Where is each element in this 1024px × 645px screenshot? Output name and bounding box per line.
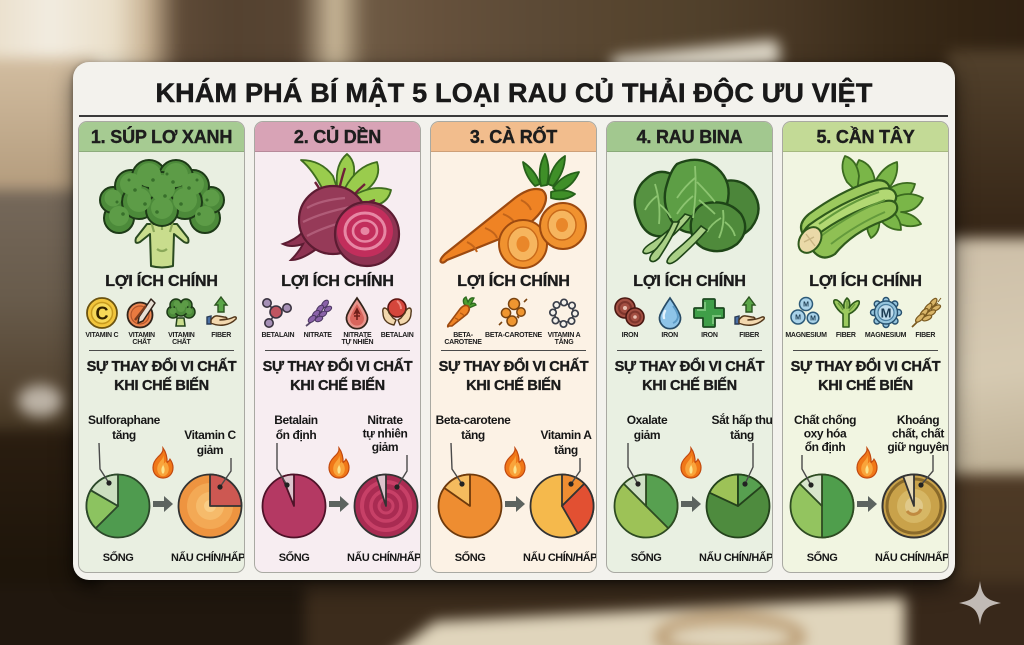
svg-text:Khoáng: Khoáng bbox=[897, 413, 939, 427]
svg-text:M: M bbox=[795, 315, 801, 322]
svg-text:M: M bbox=[880, 306, 891, 321]
svg-text:C: C bbox=[95, 304, 108, 324]
svg-text:SỐNG: SỐNG bbox=[279, 550, 310, 564]
svg-text:tăng: tăng bbox=[461, 428, 485, 442]
svg-text:chất, chất: chất, chất bbox=[892, 427, 944, 441]
svg-text:SỐNG: SỐNG bbox=[807, 550, 838, 564]
svg-text:Vitamin C: Vitamin C bbox=[184, 428, 236, 442]
svg-text:Oxalate: Oxalate bbox=[627, 413, 668, 427]
svg-text:Sắt hấp thu: Sắt hấp thu bbox=[712, 412, 772, 427]
svg-text:NẤU CHÍN/HẤP: NẤU CHÍN/HẤP bbox=[699, 551, 772, 564]
svg-text:SỐNG: SỐNG bbox=[631, 550, 662, 564]
svg-text:giảm: giảm bbox=[634, 428, 660, 442]
svg-text:ổn định: ổn định bbox=[276, 428, 317, 442]
svg-text:Vitamin A: Vitamin A bbox=[540, 428, 592, 442]
svg-text:giảm: giảm bbox=[372, 440, 398, 454]
svg-text:tăng: tăng bbox=[554, 443, 578, 457]
svg-text:tự nhiên: tự nhiên bbox=[363, 427, 408, 441]
svg-text:ổn định: ổn định bbox=[805, 440, 846, 454]
svg-text:SỐNG: SỐNG bbox=[455, 550, 486, 564]
svg-text:M: M bbox=[810, 316, 816, 323]
svg-text:Chất chống: Chất chống bbox=[794, 413, 856, 427]
svg-text:giữ nguyên: giữ nguyên bbox=[887, 440, 948, 454]
svg-text:Betalain: Betalain bbox=[274, 413, 318, 427]
svg-text:oxy hóa: oxy hóa bbox=[804, 427, 847, 441]
svg-text:Sulforaphane: Sulforaphane bbox=[88, 413, 161, 427]
svg-text:giảm: giảm bbox=[197, 443, 223, 457]
svg-text:tăng: tăng bbox=[730, 428, 754, 442]
svg-text:M: M bbox=[803, 302, 809, 309]
svg-text:NẤU CHÍN/HẤP: NẤU CHÍN/HẤP bbox=[875, 551, 948, 564]
svg-text:NẤU CHÍN/HẤP: NẤU CHÍN/HẤP bbox=[347, 551, 420, 564]
svg-text:NẤU CHÍN/HẤP: NẤU CHÍN/HẤP bbox=[171, 551, 244, 564]
svg-text:Nitrate: Nitrate bbox=[367, 413, 403, 427]
svg-text:NẤU CHÍN/HẤP: NẤU CHÍN/HẤP bbox=[523, 551, 596, 564]
svg-text:tăng: tăng bbox=[112, 428, 136, 442]
svg-text:Beta-carotene: Beta-carotene bbox=[436, 413, 512, 427]
svg-text:SỐNG: SỐNG bbox=[103, 550, 134, 564]
